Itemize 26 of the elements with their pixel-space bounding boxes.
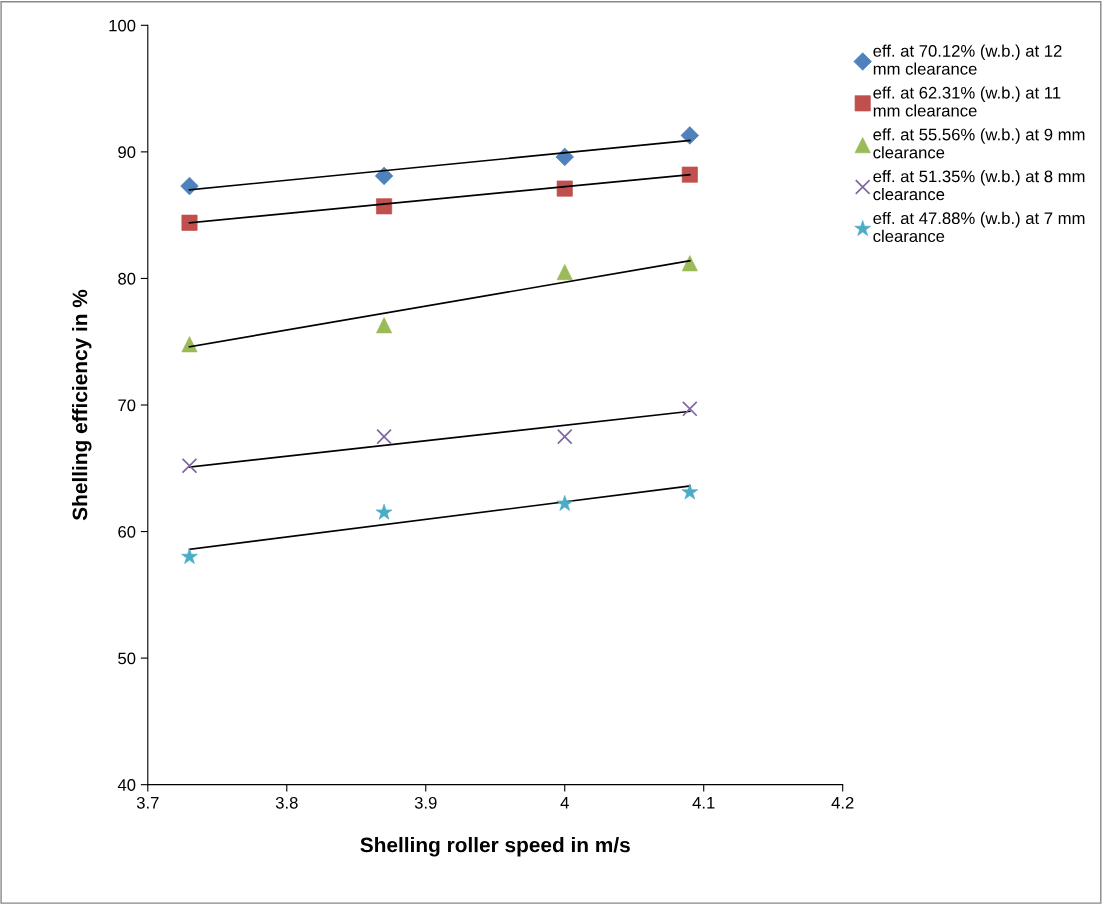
point xyxy=(556,264,573,281)
y-tick-label: 70 xyxy=(118,399,136,412)
point xyxy=(181,457,198,474)
x-tick-label: 3.7 xyxy=(136,796,159,809)
x-tick-label: 4.1 xyxy=(692,797,715,809)
x-tick-label: 4.2 xyxy=(831,796,854,809)
x-tick-label: 3.9 xyxy=(414,796,437,809)
y-tick-label: 40 xyxy=(117,779,136,791)
point xyxy=(376,317,393,334)
y-axis-title: Shelling efficiency in % xyxy=(72,289,92,521)
legend-label: eff. at 55.56% (w.b.) at 9 mm clearance xyxy=(873,128,1085,159)
point xyxy=(376,428,392,445)
y-tick-label: 80 xyxy=(118,272,136,285)
y-tick-label: 90 xyxy=(118,146,136,159)
x-tick-label: 4 xyxy=(560,797,569,809)
x-tick-label: 3.8 xyxy=(275,796,298,809)
legend-label: eff. at 70.12% (w.b.) at 12 mm clearance xyxy=(873,44,1062,75)
y-tick-label: 100 xyxy=(109,19,136,32)
point xyxy=(682,401,698,417)
y-tick-label: 60 xyxy=(118,525,136,538)
x-axis-title: Shelling roller speed in m/s xyxy=(360,837,630,857)
y-tick-label: 50 xyxy=(118,652,136,665)
point xyxy=(556,428,573,445)
legend-label: eff. at 62.31% (w.b.) at 11 mm clearance xyxy=(873,86,1061,117)
legend-label: eff. at 47.88% (w.b.) at 7 mm clearance xyxy=(873,211,1085,243)
legend-label: eff. at 51.35% (w.b.) at 8 mm clearance xyxy=(873,170,1085,201)
